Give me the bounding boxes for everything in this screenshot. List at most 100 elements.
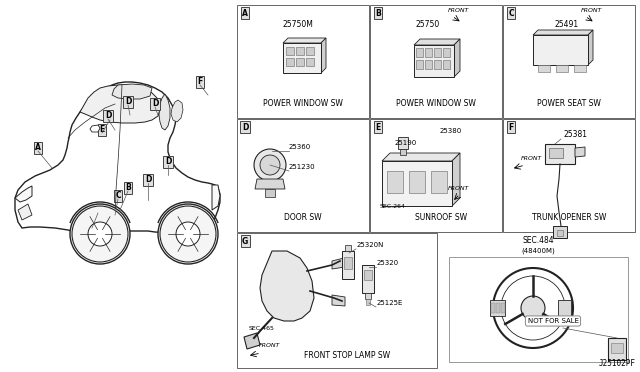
Bar <box>237 119 369 232</box>
Circle shape <box>501 276 565 340</box>
Text: 25320: 25320 <box>377 260 399 266</box>
Polygon shape <box>533 35 588 65</box>
Polygon shape <box>365 293 371 299</box>
Text: DOOR SW: DOOR SW <box>284 213 322 222</box>
Text: D: D <box>125 97 131 106</box>
Circle shape <box>521 296 545 320</box>
Text: A: A <box>35 144 41 153</box>
Text: SEC.264: SEC.264 <box>380 204 406 209</box>
Polygon shape <box>283 43 321 73</box>
Polygon shape <box>212 185 220 210</box>
Polygon shape <box>425 48 432 57</box>
Text: 25190: 25190 <box>395 140 417 146</box>
Polygon shape <box>416 60 423 69</box>
Text: C: C <box>115 192 121 201</box>
Polygon shape <box>286 58 294 66</box>
Polygon shape <box>398 137 408 149</box>
Text: SUNROOF SW: SUNROOF SW <box>415 213 467 222</box>
Polygon shape <box>443 48 450 57</box>
Circle shape <box>260 155 280 175</box>
Circle shape <box>88 222 112 246</box>
Polygon shape <box>260 251 314 321</box>
Polygon shape <box>321 38 326 73</box>
Polygon shape <box>434 48 441 57</box>
Polygon shape <box>362 265 374 293</box>
Polygon shape <box>283 38 326 43</box>
Polygon shape <box>332 258 345 269</box>
Polygon shape <box>556 65 568 72</box>
Text: G: G <box>95 205 101 215</box>
Circle shape <box>160 206 216 262</box>
Polygon shape <box>15 82 220 234</box>
Circle shape <box>72 206 128 262</box>
Polygon shape <box>342 251 354 279</box>
Circle shape <box>158 204 218 264</box>
Text: 25125E: 25125E <box>377 300 403 306</box>
Text: FRONT: FRONT <box>259 343 280 348</box>
Text: B: B <box>375 9 381 17</box>
Text: D: D <box>145 176 151 185</box>
Text: B: B <box>125 183 131 192</box>
Polygon shape <box>490 300 505 316</box>
Polygon shape <box>575 147 585 157</box>
Polygon shape <box>414 45 454 77</box>
Bar <box>503 5 635 118</box>
Polygon shape <box>443 60 450 69</box>
Circle shape <box>70 204 130 264</box>
Polygon shape <box>549 148 563 158</box>
Polygon shape <box>452 153 460 206</box>
Bar <box>237 5 369 118</box>
Bar <box>370 5 502 118</box>
Polygon shape <box>80 85 160 123</box>
Text: C: C <box>508 9 514 17</box>
Text: 251230: 251230 <box>289 164 316 170</box>
Polygon shape <box>454 39 460 77</box>
Polygon shape <box>90 125 100 132</box>
Bar <box>237 233 437 368</box>
Polygon shape <box>611 343 623 353</box>
Polygon shape <box>434 60 441 69</box>
Polygon shape <box>366 299 370 305</box>
Text: FRONT: FRONT <box>448 8 469 13</box>
Text: D: D <box>105 112 111 121</box>
Text: TRUNK OPENER SW: TRUNK OPENER SW <box>532 213 606 222</box>
Polygon shape <box>344 257 352 269</box>
Polygon shape <box>588 30 593 65</box>
Polygon shape <box>296 58 304 66</box>
Text: POWER SEAT SW: POWER SEAT SW <box>537 99 601 108</box>
Polygon shape <box>159 94 170 130</box>
Polygon shape <box>296 47 304 55</box>
Polygon shape <box>538 65 550 72</box>
Polygon shape <box>382 161 452 206</box>
Polygon shape <box>255 179 285 189</box>
Polygon shape <box>265 189 275 197</box>
Text: 25491: 25491 <box>555 20 579 29</box>
Polygon shape <box>364 270 372 280</box>
Polygon shape <box>15 186 32 202</box>
Polygon shape <box>306 58 314 66</box>
Polygon shape <box>112 84 152 99</box>
Polygon shape <box>18 204 32 220</box>
Bar <box>370 119 502 232</box>
Text: 25750M: 25750M <box>283 20 314 29</box>
Text: G: G <box>242 237 248 246</box>
Polygon shape <box>608 338 626 360</box>
Text: J25102PF: J25102PF <box>599 359 636 368</box>
Polygon shape <box>400 149 406 155</box>
Polygon shape <box>545 144 575 164</box>
Text: D: D <box>165 157 171 167</box>
Polygon shape <box>387 171 403 193</box>
Text: NOT FOR SALE: NOT FOR SALE <box>527 318 579 324</box>
Text: FRONT STOP LAMP SW: FRONT STOP LAMP SW <box>304 351 390 360</box>
Bar <box>449 257 628 362</box>
Polygon shape <box>574 65 586 72</box>
Polygon shape <box>416 48 423 57</box>
Polygon shape <box>491 303 495 313</box>
Circle shape <box>254 149 286 181</box>
Text: E: E <box>376 122 381 131</box>
Polygon shape <box>501 303 505 313</box>
Polygon shape <box>244 333 260 349</box>
Text: 25380: 25380 <box>440 128 462 134</box>
Text: SEC.465: SEC.465 <box>249 326 275 331</box>
Polygon shape <box>414 39 460 45</box>
